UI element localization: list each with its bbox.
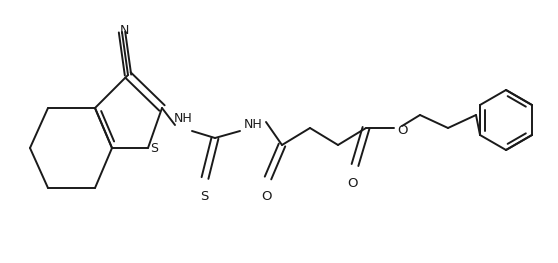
Text: O: O [397,124,407,136]
Text: S: S [200,190,208,203]
Text: O: O [348,177,358,190]
Text: O: O [261,190,271,203]
Text: S: S [150,141,158,154]
Text: NH: NH [174,112,193,124]
Text: N: N [119,24,129,37]
Text: NH: NH [244,119,262,132]
